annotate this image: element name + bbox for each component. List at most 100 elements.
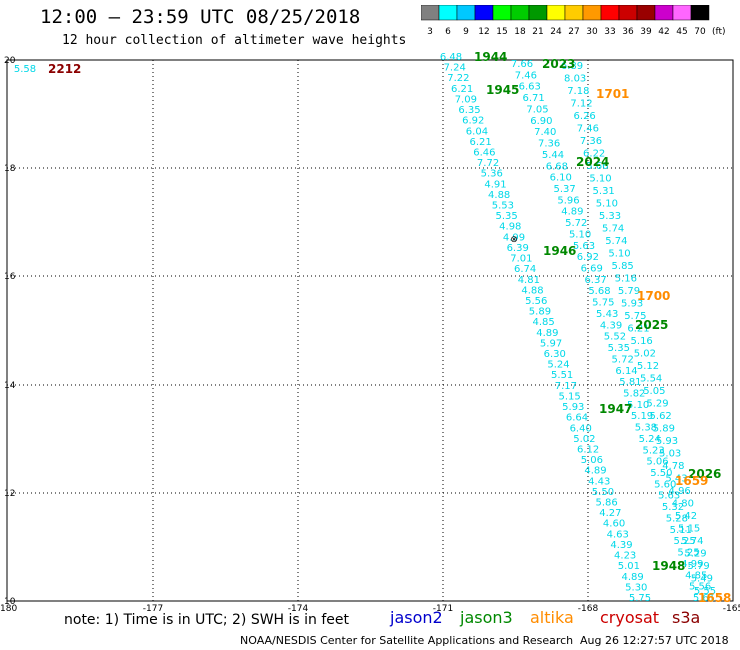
track-a-value: 6.48 (440, 52, 462, 63)
track-a-value: 7.09 (455, 94, 477, 105)
track-b-value: 5.24 (639, 434, 661, 445)
track-c-value: 5.79 (618, 286, 640, 297)
track-c-value: 5.49 (691, 574, 713, 585)
track-b-value: 6.37 (584, 275, 606, 286)
lat-tick-label: 16 (4, 272, 16, 282)
scale-label-15: 15 (496, 27, 507, 37)
track-b-value: 7.40 (534, 127, 556, 138)
track-b-value: 5.50 (650, 468, 672, 479)
track-a-value: 5.56 (525, 296, 547, 307)
scale-label-42: 42 (658, 27, 669, 37)
track-c-value: 5.15 (678, 524, 700, 535)
track-c-value: 5.03 (659, 449, 681, 460)
track-a-value: 5.24 (547, 360, 569, 371)
track-a-value: 4.39 (610, 540, 632, 551)
track-time-2024: 2024 (576, 155, 609, 169)
legend-s3a: s3a (672, 608, 701, 627)
page-subtitle: 12 hour collection of altimeter wave hei… (62, 33, 407, 48)
track-a-value: 4.43 (588, 476, 610, 487)
track-a-value: 4.91 (484, 179, 506, 190)
scale-label-33: 33 (604, 27, 615, 37)
track-a-value: 7.72 (477, 158, 499, 169)
track-b-value: 6.90 (530, 116, 552, 127)
track-time-2023: 2023 (542, 57, 575, 71)
track-c-value: 4.80 (672, 499, 694, 510)
track-b-value: 5.23 (643, 445, 665, 456)
track-b-value: 5.10 (569, 229, 591, 240)
track-a-value: 5.89 (529, 307, 551, 318)
track-c-value: 5.89 (653, 424, 675, 435)
track-c-value: 5.10 (589, 174, 611, 185)
track-time-1659: 1659 (675, 474, 708, 488)
lon-tick-label: -177 (143, 604, 163, 614)
track-a-value: 4.88 (488, 190, 510, 201)
scale-label-70: 70 (694, 27, 706, 37)
track-a-value: 5.06 (581, 455, 603, 466)
track-a-value: 7.17 (555, 381, 577, 392)
track-b-value: 5.11 (670, 525, 692, 536)
track-b-value: 6.63 (519, 82, 541, 93)
track-b-value: 5.56 (689, 582, 711, 593)
track-a-value: 4.89 (621, 572, 643, 583)
footer-credit: NOAA/NESDIS Center for Satellite Applica… (240, 634, 574, 647)
track-b-value: 5.96 (557, 195, 579, 206)
track-a-value: 6.39 (507, 243, 529, 254)
track-b-value: 5.60 (654, 479, 676, 490)
track-time-2025: 2025 (635, 318, 668, 332)
track-a-value: 5.75 (629, 593, 651, 604)
track-a-value: 4.99 (503, 232, 525, 243)
map-grid (7, 60, 733, 601)
track-c-value: 5.74 (681, 536, 703, 547)
track-a-value: 5.93 (562, 402, 584, 413)
track-b-value: 5.81 (619, 377, 641, 388)
track-b-value: 5.75 (592, 298, 614, 309)
track-b-value: 5.63 (658, 491, 680, 502)
track-time-2212: 2212 (48, 62, 81, 76)
scale-label-9: 9 (463, 27, 469, 37)
legend-jason3: jason3 (460, 608, 513, 627)
track-time-1946: 1946 (543, 244, 576, 258)
track-time-1948: 1948 (652, 559, 685, 573)
track-b-value: 6.14 (615, 366, 637, 377)
track-b-value: 5.61 (693, 593, 715, 604)
track-c-value: 7.36 (580, 136, 602, 147)
lon-tick-label: -165 (723, 604, 740, 614)
track-a-value: 7.01 (510, 254, 532, 265)
track-time-1944: 1944 (474, 50, 507, 64)
track-b-value: 5.25 (674, 536, 696, 547)
track-c-value: 5.74 (602, 224, 624, 235)
lat-tick-label: 18 (4, 164, 16, 174)
map-frame (6, 59, 734, 602)
track-time-1658: 1658 (698, 591, 731, 605)
track-c-value: 7.12 (570, 99, 592, 110)
track-b-value: 6.69 (581, 264, 603, 275)
track-b-value: 5.32 (662, 502, 684, 513)
track-c-value: 5.66 (586, 161, 608, 172)
track-a-value: 4.27 (599, 508, 621, 519)
track-c-value: 6.21 (627, 324, 649, 335)
track-c-value: 7.46 (577, 124, 599, 135)
track-b-value: 4.39 (600, 320, 622, 331)
track-c-value: 5.54 (640, 374, 662, 385)
track-b-value: 5.44 (542, 150, 564, 161)
scale-label-45: 45 (676, 27, 687, 37)
track-a-value: 5.53 (492, 201, 514, 212)
track-c-value: 5.43 (665, 474, 687, 485)
track-b-value: 5.25 (677, 548, 699, 559)
track-a-value: 6.35 (458, 105, 480, 116)
track-c-value: 5.79 (688, 561, 710, 572)
scale-label-36: 36 (622, 27, 634, 37)
track-a-value: 6.74 (514, 264, 536, 275)
scale-label-3: 3 (427, 27, 433, 37)
track-c-value: 6.22 (583, 149, 605, 160)
track-c-value: 5.10 (608, 249, 630, 260)
scale-label-21: 21 (532, 27, 543, 37)
legend-cryosat: cryosat (600, 608, 660, 627)
track-c-value: 4.96 (669, 486, 691, 497)
track-a-value: 4.23 (614, 551, 636, 562)
page-title: 12:00 – 23:59 UTC 08/25/2018 (40, 6, 361, 28)
axis-tick-labels: -180 -177 -174 -171 -168 -165 20 18 16 14 12 10 (0, 56, 740, 614)
track-b-value: 5.38 (635, 423, 657, 434)
track-a-value: 6.04 (466, 126, 488, 137)
track-b-value: 5.82 (623, 388, 645, 399)
